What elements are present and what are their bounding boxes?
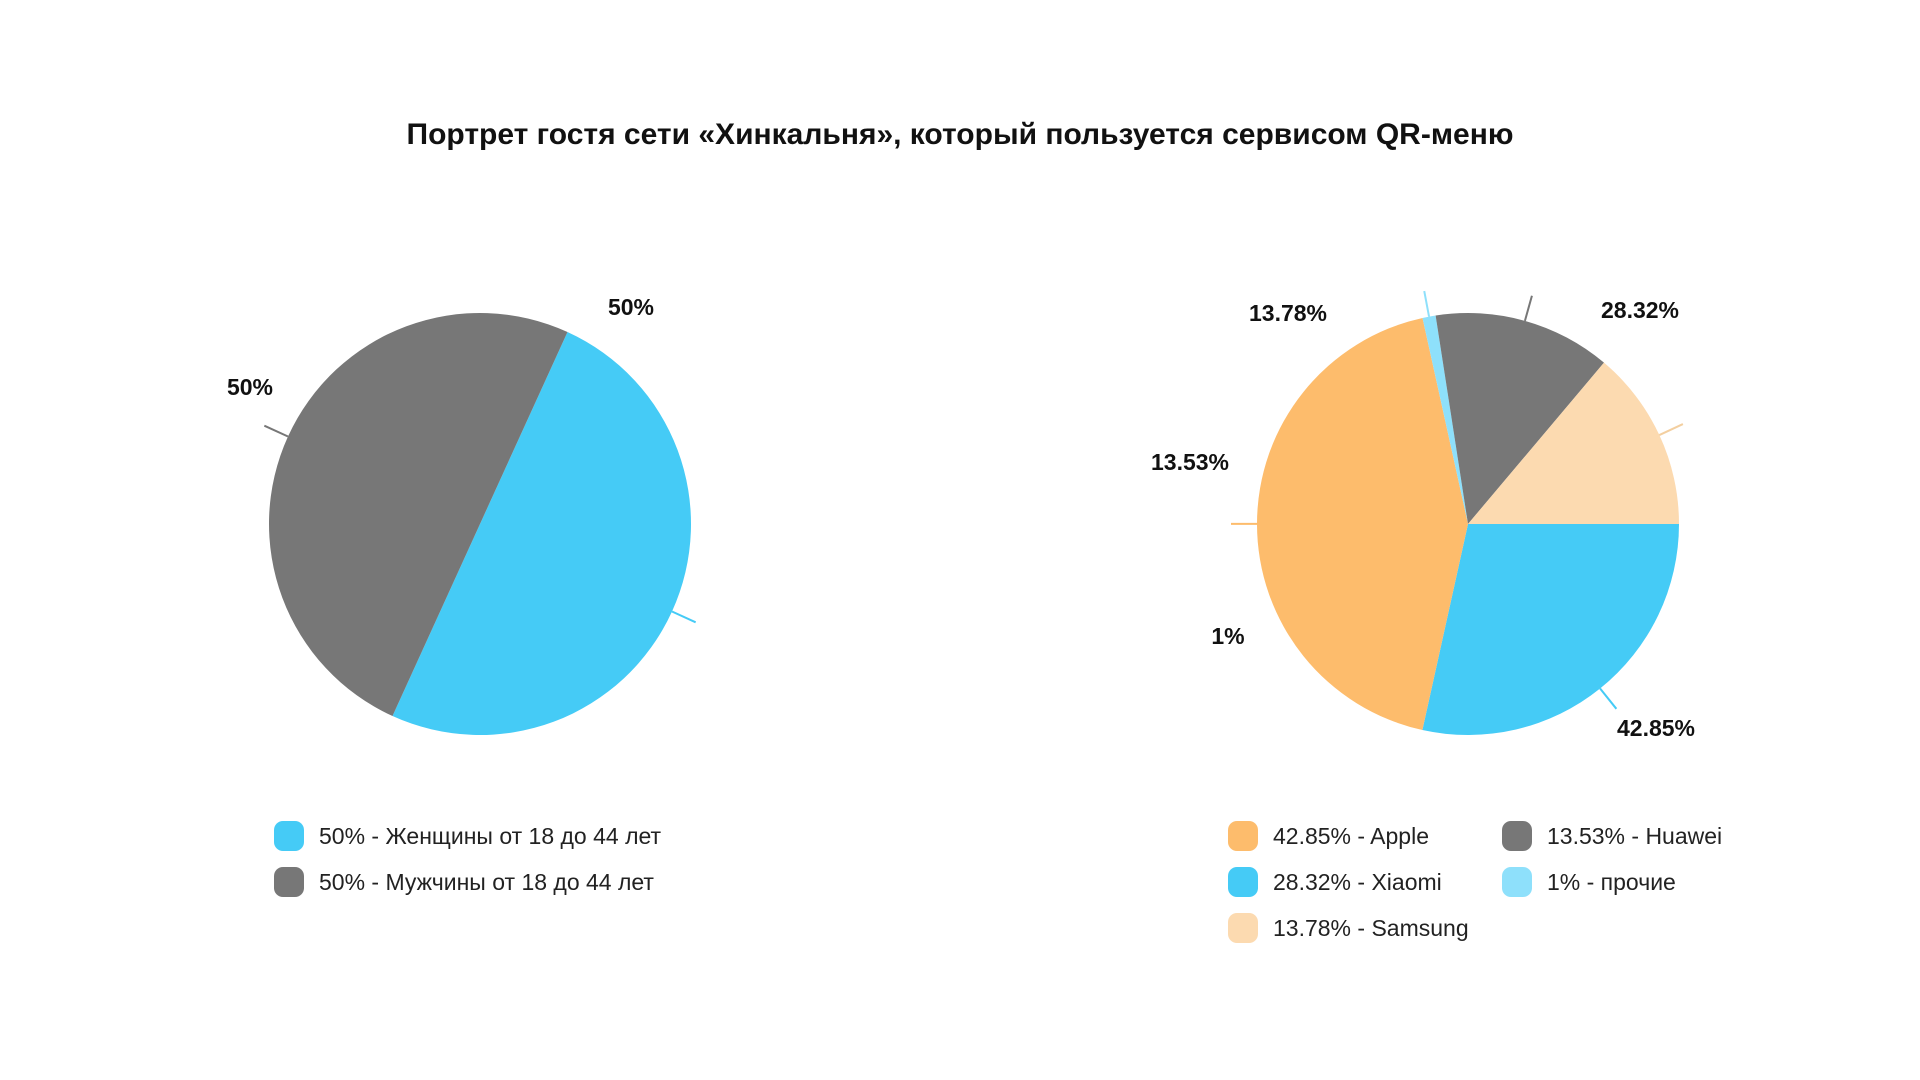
legend-swatch xyxy=(274,867,304,897)
pie-slice xyxy=(1422,524,1679,736)
slice-value-label: 13.53% xyxy=(1151,449,1229,475)
legend-label: 1% - прочие xyxy=(1547,868,1676,895)
legend-label: 50% - Мужчины от 18 до 44 лет xyxy=(319,868,654,895)
legend-item-women: 50% - Женщины от 18 до 44 лет xyxy=(274,821,661,851)
slice-value-label: 1% xyxy=(1211,623,1244,649)
legend-item-huawei: 13.53% - Huawei xyxy=(1502,821,1722,851)
legend-swatch xyxy=(1502,821,1532,851)
legend-label: 13.78% - Samsung xyxy=(1273,914,1469,941)
slice-value-label: 28.32% xyxy=(1601,297,1679,323)
pie-slice xyxy=(1422,315,1468,524)
leader-line xyxy=(671,610,697,624)
pie-slice xyxy=(1257,317,1468,731)
pie-slice xyxy=(1435,313,1605,524)
leader-line xyxy=(1423,290,1431,317)
slice-value-label: 42.85% xyxy=(1617,715,1695,741)
leader-line xyxy=(1599,687,1618,710)
leader-line xyxy=(263,424,289,438)
legend-label: 28.32% - Xiaomi xyxy=(1273,868,1442,895)
slice-value-label: 13.78% xyxy=(1249,300,1327,326)
legend-swatch xyxy=(1228,821,1258,851)
legend-item-other: 1% - прочие xyxy=(1502,867,1676,897)
pie-slice xyxy=(1468,362,1679,524)
legend-label: 42.85% - Apple xyxy=(1273,822,1430,849)
legend-swatch xyxy=(274,821,304,851)
pie-slice xyxy=(392,331,692,735)
legend-swatch xyxy=(1228,913,1258,943)
legend-item-samsung: 13.78% - Samsung xyxy=(1228,913,1469,943)
pie-slice xyxy=(269,312,568,717)
slice-value-label: 50% xyxy=(608,294,654,320)
pie-chart-1: 50% 50% xyxy=(227,294,697,735)
legend-item-apple: 42.85% - Apple xyxy=(1228,821,1429,851)
leader-line xyxy=(1658,423,1684,436)
legend-item-xiaomi: 28.32% - Xiaomi xyxy=(1228,867,1442,897)
leader-line xyxy=(1523,295,1533,322)
legend-label: 13.53% - Huawei xyxy=(1547,822,1723,849)
legend-label: 50% - Женщины от 18 до 44 лет xyxy=(319,822,662,849)
slice-value-label: 50% xyxy=(227,374,273,400)
legend-swatch xyxy=(1228,867,1258,897)
chart-title: Портрет гостя сети «Хинкальня», который … xyxy=(406,118,1514,151)
legend-swatch xyxy=(1502,867,1532,897)
pie-chart-2: 28.32% 42.85% 1% 13.53% 13.78% xyxy=(1151,290,1695,741)
legend-item-men: 50% - Мужчины от 18 до 44 лет xyxy=(274,867,654,897)
